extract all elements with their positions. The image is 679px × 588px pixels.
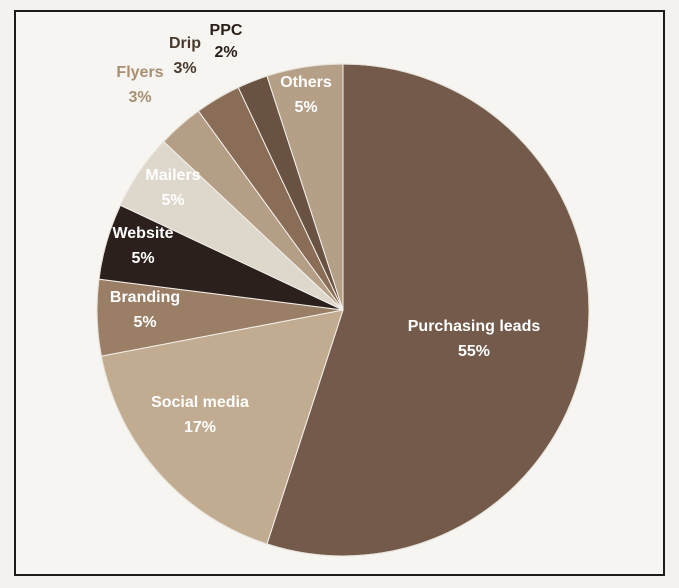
slice-label-social-media: Social media xyxy=(151,394,249,411)
slice-value-others: 5% xyxy=(294,99,317,116)
slice-label-purchasing-leads: Purchasing leads xyxy=(408,318,541,335)
slice-label-others: Others xyxy=(280,74,332,91)
slice-label-mailers: Mailers xyxy=(145,167,200,184)
pie-labels: Purchasing leads 55% Social media 17% Brandi… xyxy=(110,22,540,436)
slice-label-flyers: Flyers xyxy=(116,64,163,81)
slice-value-mailers: 5% xyxy=(161,192,184,209)
slice-label-website: Website xyxy=(112,225,173,242)
slice-value-ppc: 2% xyxy=(214,44,237,61)
slice-value-drip: 3% xyxy=(173,60,196,77)
slice-value-flyers: 3% xyxy=(128,89,151,106)
slice-value-social-media: 17% xyxy=(184,419,216,436)
slice-value-purchasing-leads: 55% xyxy=(458,343,490,360)
slice-value-branding: 5% xyxy=(133,314,156,331)
slice-label-branding: Branding xyxy=(110,289,180,306)
slice-label-drip: Drip xyxy=(169,35,201,52)
slice-label-ppc: PPC xyxy=(210,22,243,39)
pie-slices xyxy=(96,63,590,557)
pie-outline xyxy=(96,63,590,557)
slice-value-website: 5% xyxy=(131,250,154,267)
